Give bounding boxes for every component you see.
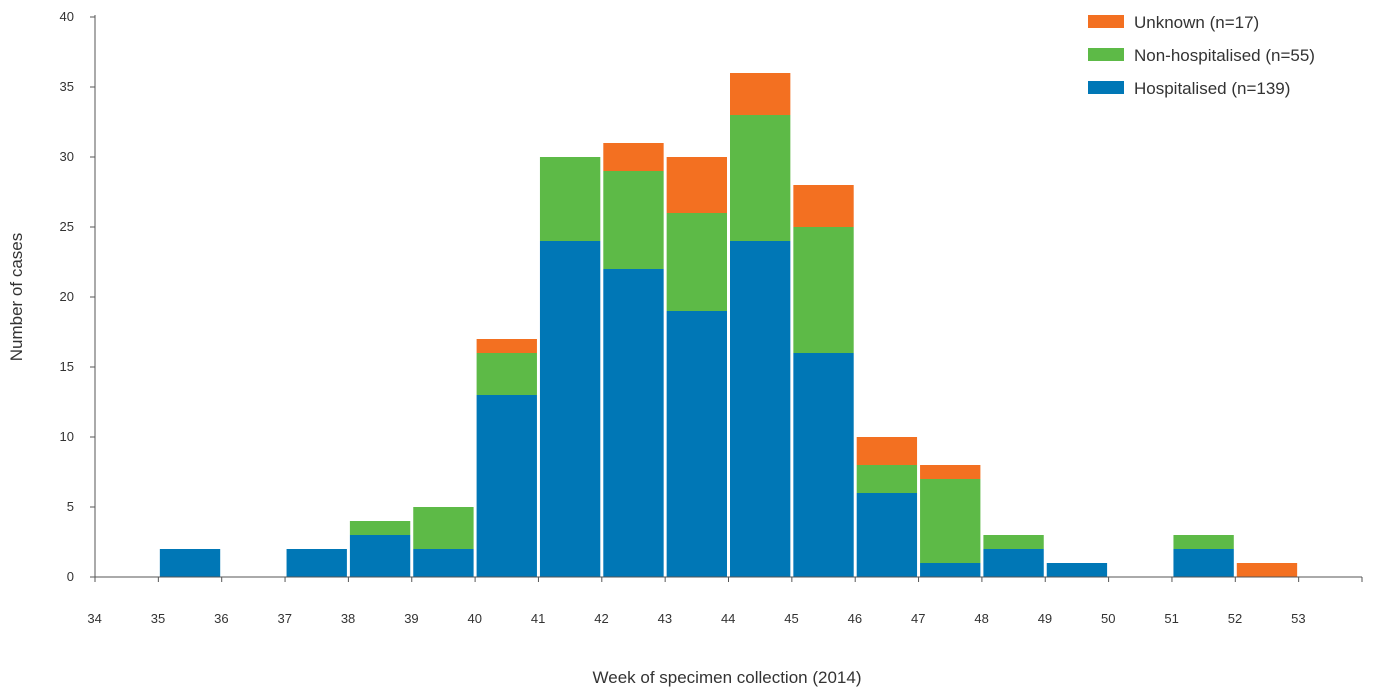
axes-layer [90,15,1363,582]
bar-week-51-series-0 [1173,549,1234,577]
bar-week-42-series-1 [603,171,664,269]
bar-week-41-series-1 [539,157,601,241]
bar-week-43-series-0 [666,311,727,577]
bar-week-47-series-0 [920,563,981,577]
tick-labels-layer: 0 5 10 15 20 25 30 35 40 34 35 36 37 38 39 40 41 42 43 44 45… [60,9,1306,626]
bar-week-43-series-1 [666,213,727,311]
x-tick-label: 47 [911,611,925,626]
x-tick-label: 46 [848,611,862,626]
bar-week-40-series-0 [476,395,537,577]
y-tick-label: 0 [67,569,74,584]
legend-swatch [1088,15,1124,28]
bar-week-42-series-2 [603,143,664,171]
x-tick-label: 44 [721,611,735,626]
bar-week-38-series-1 [349,521,411,535]
y-tick-label: 40 [60,9,74,24]
legend-swatch [1088,81,1124,94]
y-tick-label: 35 [60,79,74,94]
bar-week-38-series-0 [349,535,411,577]
bar-week-35-series-0 [159,549,221,577]
legend-swatch [1088,48,1124,61]
y-tick-label: 30 [60,149,74,164]
bar-week-46-series-2 [856,437,918,465]
bar-week-49-series-0 [1046,563,1108,577]
x-tick-label: 49 [1038,611,1052,626]
x-tick-label: 41 [531,611,545,626]
bar-week-40-series-2 [476,339,537,353]
bar-week-42-series-0 [603,269,664,577]
x-tick-label: 40 [468,611,482,626]
y-tick-label: 10 [60,429,74,444]
bar-week-43-series-2 [666,157,727,213]
bar-week-47-series-2 [920,465,981,479]
legend: Unknown (n=17) Non-hospitalised (n=55) Hos… [1088,13,1315,98]
legend-label: Unknown (n=17) [1134,13,1259,32]
bar-week-39-series-1 [413,507,474,549]
y-axis-title: Number of cases [7,233,26,362]
x-tick-label: 51 [1164,611,1178,626]
y-tick-label: 25 [60,219,74,234]
bar-week-37-series-0 [286,549,347,577]
x-tick-label: 38 [341,611,355,626]
legend-label: Non-hospitalised (n=55) [1134,46,1315,65]
bar-week-40-series-1 [476,353,537,395]
x-tick-label: 42 [594,611,608,626]
x-tick-label: 39 [404,611,418,626]
bar-week-46-series-0 [856,493,918,577]
bar-week-39-series-0 [413,549,474,577]
x-tick-label: 53 [1291,611,1305,626]
bar-week-48-series-0 [983,549,1044,577]
bar-week-45-series-2 [793,185,854,227]
x-tick-label: 50 [1101,611,1115,626]
bar-week-52-series-2 [1236,563,1298,577]
legend-label: Hospitalised (n=139) [1134,79,1290,98]
bars-layer [159,73,1298,577]
bar-week-45-series-1 [793,227,854,353]
bar-week-51-series-1 [1173,535,1234,549]
bar-week-47-series-1 [920,479,981,563]
y-tick-label: 20 [60,289,74,304]
bar-week-44-series-0 [730,241,791,577]
y-tick-label: 15 [60,359,74,374]
x-tick-label: 43 [658,611,672,626]
x-tick-label: 48 [974,611,988,626]
x-tick-label: 34 [87,611,101,626]
x-tick-label: 45 [784,611,798,626]
bar-week-44-series-1 [730,115,791,241]
x-tick-label: 37 [277,611,291,626]
bar-week-48-series-1 [983,535,1044,549]
x-tick-label: 36 [214,611,228,626]
bar-week-41-series-0 [539,241,601,577]
bar-week-45-series-0 [793,353,854,577]
y-tick-label: 5 [67,499,74,514]
bar-week-44-series-2 [730,73,791,115]
x-tick-label: 35 [151,611,165,626]
bar-week-46-series-1 [856,465,918,493]
x-tick-label: 52 [1228,611,1242,626]
x-axis-title: Week of specimen collection (2014) [593,668,862,687]
